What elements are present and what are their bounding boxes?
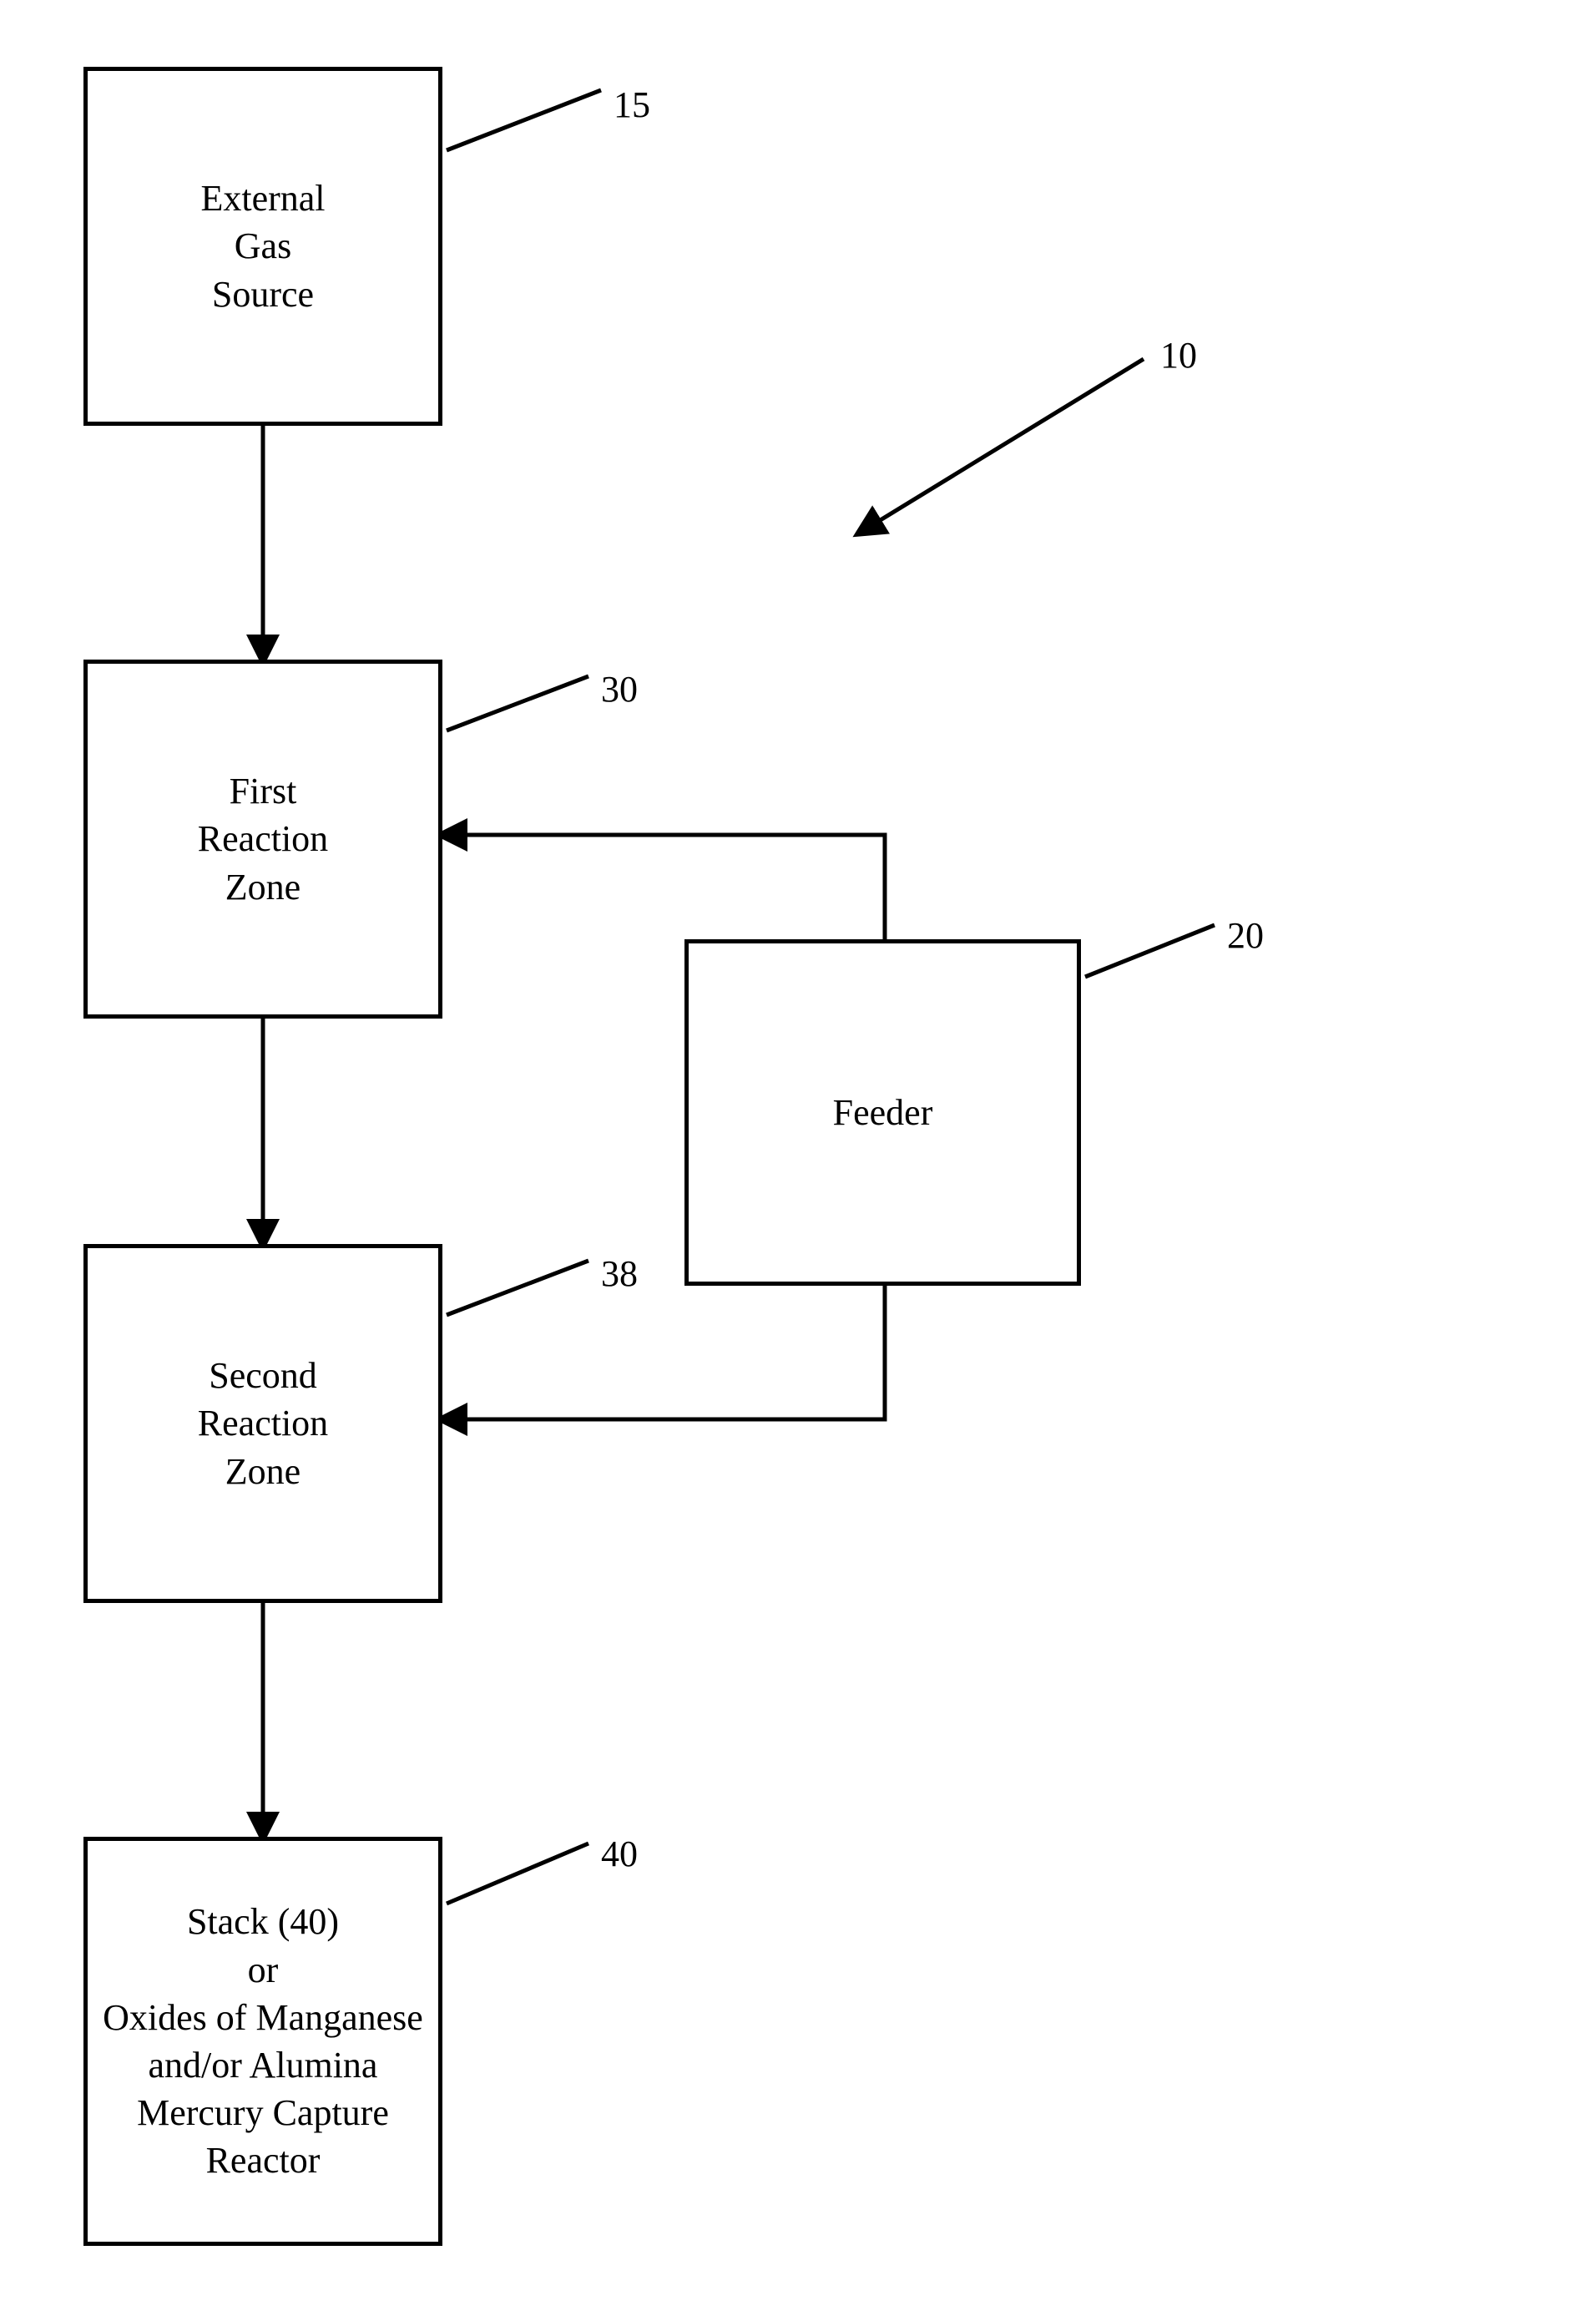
node-feeder: Feeder xyxy=(684,939,1081,1286)
edge-e-feeder-to-second xyxy=(442,1286,885,1419)
leader-line-10 xyxy=(860,359,1144,533)
ref-label-15: 15 xyxy=(614,83,650,126)
ref-label-30: 30 xyxy=(601,668,638,710)
leader-line-15 xyxy=(447,90,601,150)
node-stack-reactor: Stack (40)orOxides of Manganeseand/or Al… xyxy=(83,1837,442,2246)
ref-label-20: 20 xyxy=(1227,914,1264,957)
ref-label-38: 38 xyxy=(601,1252,638,1295)
node-first-reaction-zone: FirstReactionZone xyxy=(83,660,442,1019)
flowchart-diagram: ExternalGasSource FirstReactionZone Feeder… xyxy=(0,0,1596,2316)
node-external-gas-source: ExternalGasSource xyxy=(83,67,442,426)
leader-line-40 xyxy=(447,1843,588,1904)
node-label: FirstReactionZone xyxy=(198,767,328,911)
node-label: SecondReactionZone xyxy=(198,1352,328,1495)
ref-label-10: 10 xyxy=(1160,334,1197,377)
ref-label-40: 40 xyxy=(601,1833,638,1875)
edge-e-feeder-to-first xyxy=(442,835,885,939)
leader-line-38 xyxy=(447,1261,588,1315)
node-label: Stack (40)orOxides of Manganeseand/or Al… xyxy=(103,1898,423,2184)
node-second-reaction-zone: SecondReactionZone xyxy=(83,1244,442,1603)
node-label: Feeder xyxy=(833,1089,933,1136)
leader-line-20 xyxy=(1085,925,1215,977)
leader-line-30 xyxy=(447,676,588,731)
node-label: ExternalGasSource xyxy=(200,174,325,318)
